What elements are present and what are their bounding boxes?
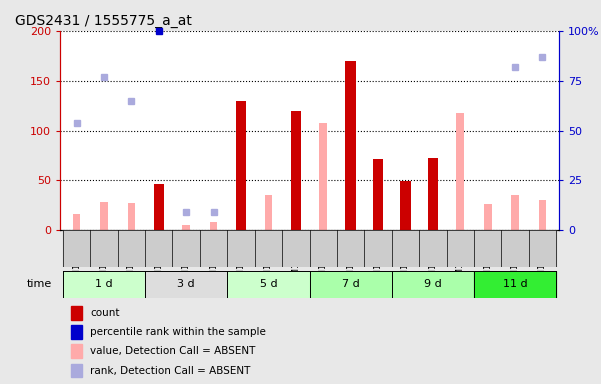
Bar [346,61,356,230]
Bar [127,204,135,230]
Bar [419,230,447,267]
Bar [310,271,392,298]
Text: value, Detection Call = ABSENT: value, Detection Call = ABSENT [90,346,255,356]
Bar [282,230,310,267]
Text: 5 d: 5 d [260,279,277,289]
Text: 11 d: 11 d [503,279,528,289]
Bar [90,230,118,267]
Bar [63,271,145,298]
Bar [447,230,474,267]
Bar [100,202,108,230]
Bar [529,230,556,267]
Bar [210,222,218,230]
Bar [474,230,501,267]
Bar [236,101,246,230]
Bar [63,230,90,267]
Bar [227,230,255,267]
Bar [255,230,282,267]
Bar [172,230,200,267]
Bar [428,157,438,230]
Text: GDS2431 / 1555775_a_at: GDS2431 / 1555775_a_at [15,14,192,28]
Text: time: time [27,279,52,289]
Bar [484,204,492,230]
Text: rank, Detection Call = ABSENT: rank, Detection Call = ABSENT [90,366,251,376]
Bar [400,182,410,230]
Bar [145,271,227,298]
Bar [227,271,310,298]
Bar [538,200,546,230]
Bar [373,159,383,230]
Bar [501,230,529,267]
Bar [337,230,364,267]
Bar [118,230,145,267]
Bar [154,184,164,230]
Bar [364,230,392,267]
Bar [71,344,82,358]
Text: 9 d: 9 d [424,279,442,289]
Text: 3 d: 3 d [177,279,195,289]
Bar [291,111,301,230]
Bar [200,230,227,267]
Bar [392,230,419,267]
Text: 1 d: 1 d [95,279,113,289]
Bar [71,364,82,377]
Bar [145,230,172,267]
Bar [264,195,272,230]
Bar [474,271,556,298]
Bar [182,225,190,230]
Text: 7 d: 7 d [342,279,359,289]
Bar [310,230,337,267]
Text: count: count [90,308,120,318]
Bar [511,195,519,230]
Bar [73,214,81,230]
Bar [319,122,327,230]
Bar [71,306,82,320]
Bar [392,271,474,298]
Bar [456,113,464,230]
Bar [71,325,82,339]
Text: percentile rank within the sample: percentile rank within the sample [90,327,266,337]
